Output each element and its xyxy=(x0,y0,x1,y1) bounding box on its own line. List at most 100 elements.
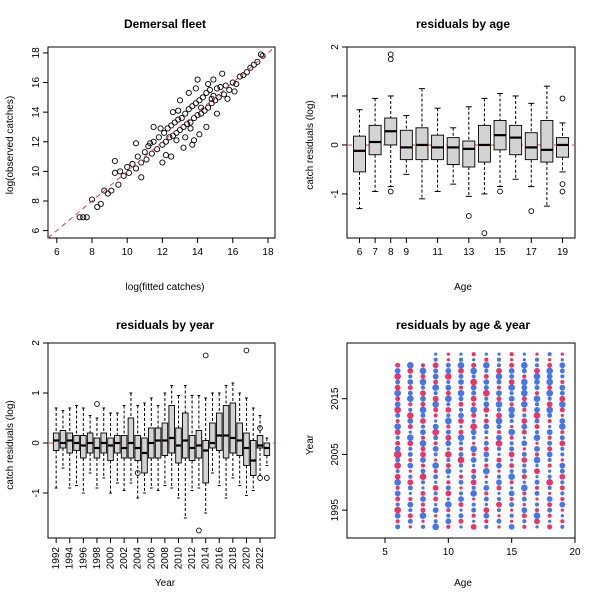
residual-bubble xyxy=(420,395,426,402)
outlier-point xyxy=(497,188,503,195)
data-point xyxy=(154,146,161,153)
data-point xyxy=(147,140,154,147)
residual-bubble xyxy=(445,395,452,403)
residual-bubble xyxy=(420,507,426,513)
box-iqr xyxy=(59,430,67,449)
panel-title-residuals-by-age: residuals by age xyxy=(416,17,510,31)
outlier-point xyxy=(94,401,100,407)
box-iqr xyxy=(127,417,135,459)
residual-bubble xyxy=(510,519,514,523)
residual-bubble xyxy=(395,524,401,530)
residual-bubble xyxy=(458,385,464,390)
residual-bubble xyxy=(484,368,489,373)
residual-bubble xyxy=(395,469,400,474)
residual-bubble xyxy=(546,478,553,486)
residual-bubble xyxy=(433,407,439,413)
residual-bubble xyxy=(521,418,528,424)
residual-bubble xyxy=(547,435,552,440)
residual-bubble xyxy=(547,485,552,490)
residual-bubble xyxy=(496,474,502,479)
data-point xyxy=(176,126,184,133)
residual-bubble xyxy=(459,508,463,512)
residual-bubble xyxy=(560,413,564,418)
outlier-point xyxy=(528,208,535,214)
data-point xyxy=(162,138,169,145)
residual-bubble xyxy=(408,525,412,529)
data-point xyxy=(145,143,152,150)
residual-bubble xyxy=(420,435,426,440)
residual-bubble xyxy=(534,418,540,424)
residual-bubble xyxy=(508,384,515,391)
y-tick-label: 1 xyxy=(330,93,341,99)
residual-bubble xyxy=(419,439,427,447)
residual-bubble xyxy=(445,417,452,425)
residual-bubble xyxy=(496,367,502,374)
x-tick-label: 6 xyxy=(357,247,363,258)
residual-bubble xyxy=(433,474,439,480)
data-point xyxy=(198,104,205,111)
residual-bubble xyxy=(497,452,501,457)
residual-bubble xyxy=(420,468,426,474)
box-iqr xyxy=(66,432,73,454)
data-point xyxy=(247,64,254,71)
residual-bubble xyxy=(419,367,427,375)
residual-bubble xyxy=(496,363,502,368)
residual-bubble xyxy=(547,396,552,401)
x-tick-label: 2014 xyxy=(201,547,212,570)
plot-frame xyxy=(47,342,276,539)
residual-bubble xyxy=(483,446,489,452)
data-point xyxy=(194,76,201,83)
box-1992 xyxy=(52,407,60,489)
residual-bubble xyxy=(433,491,438,496)
reference-line xyxy=(47,46,276,239)
residual-bubble xyxy=(420,363,426,368)
residual-bubble xyxy=(496,396,502,402)
residual-bubble xyxy=(495,373,503,380)
residual-bubble xyxy=(432,400,439,408)
outlier-point xyxy=(257,475,263,481)
residual-bubble xyxy=(560,452,565,457)
residual-bubble xyxy=(508,428,515,436)
residual-bubble xyxy=(420,502,426,507)
residual-bubble xyxy=(483,418,489,424)
residual-bubble xyxy=(510,424,514,429)
residual-bubble xyxy=(407,513,413,519)
residual-bubble xyxy=(446,352,450,356)
residual-bubble xyxy=(508,406,515,414)
residual-bubble xyxy=(522,502,526,507)
residual-bubble xyxy=(445,468,452,475)
residual-bubble xyxy=(420,424,426,429)
residual-bubble xyxy=(408,469,412,473)
residual-bubble xyxy=(471,390,477,396)
residual-bubble xyxy=(471,374,476,379)
data-point xyxy=(164,125,171,132)
box-2015 xyxy=(209,392,216,474)
residual-bubble xyxy=(559,473,566,480)
residual-bubble xyxy=(394,512,401,519)
residual-bubble xyxy=(394,473,401,480)
residual-bubble xyxy=(408,374,413,379)
residual-bubble xyxy=(433,441,438,446)
residual-bubble xyxy=(433,435,439,441)
y-tick-label: 1995 xyxy=(330,499,341,522)
residual-bubble xyxy=(510,358,514,362)
residual-bubble xyxy=(496,446,502,451)
residual-bubble xyxy=(522,524,527,529)
residual-bubble xyxy=(407,385,413,391)
residual-bubble xyxy=(407,390,413,396)
residual-bubble xyxy=(522,519,527,524)
residual-bubble xyxy=(471,452,476,457)
residual-bubble xyxy=(522,374,527,379)
residual-bubble xyxy=(434,352,438,356)
residual-bubble xyxy=(521,451,527,457)
residual-bubble xyxy=(445,463,451,469)
residual-bubble xyxy=(434,480,438,484)
residual-bubble xyxy=(458,513,464,519)
box-2013 xyxy=(195,395,203,534)
data-point xyxy=(162,152,169,159)
data-point xyxy=(187,119,194,126)
residual-bubble xyxy=(459,352,463,356)
residual-bubble xyxy=(458,418,464,424)
box-1993 xyxy=(59,410,67,469)
data-point xyxy=(88,196,96,203)
